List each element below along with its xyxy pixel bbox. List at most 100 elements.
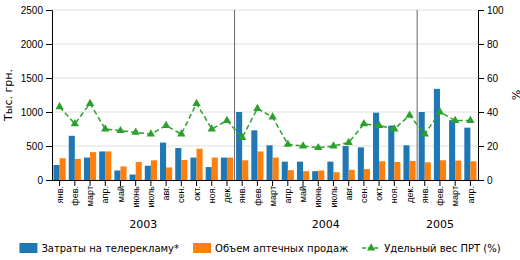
bar: [303, 171, 309, 180]
tick: фев.: [435, 180, 445, 206]
tick: 80: [478, 39, 499, 50]
plot-area: [54, 10, 477, 180]
tick: 500: [26, 141, 52, 152]
legend-label: Объем аптечных продаж: [215, 243, 348, 254]
tick-label: окт.: [192, 186, 202, 201]
x-axis: янв.фев.мартапр.майиюньиюльавг.сен.окт.н…: [53, 180, 479, 208]
grid-line: [52, 146, 478, 147]
marker: [451, 116, 459, 123]
marker: [284, 139, 292, 146]
tick: 20: [478, 141, 499, 152]
tick: ноя.: [389, 180, 399, 203]
annotation: 2004: [312, 218, 340, 231]
grid-line: [52, 112, 478, 113]
bar: [470, 161, 476, 180]
grid: [52, 10, 478, 180]
tick-mark: [478, 146, 484, 147]
marker: [71, 119, 79, 126]
bar: [312, 171, 318, 180]
tick: 100: [478, 5, 504, 16]
tick: 1500: [21, 73, 52, 84]
bar: [288, 170, 294, 180]
tick-mark: [272, 180, 273, 186]
bar: [333, 172, 339, 180]
marker: [421, 129, 429, 136]
tick-mark: [257, 180, 258, 186]
tick-label: фев.: [70, 186, 80, 206]
bar: [282, 162, 288, 180]
bar: [212, 158, 218, 180]
tick-mark: [478, 10, 484, 11]
tick-mark: [105, 180, 106, 186]
bar: [318, 170, 324, 180]
marker: [101, 124, 109, 131]
bar: [206, 167, 212, 180]
tick-mark: [478, 78, 484, 79]
y2-axis: 020406080100: [478, 5, 504, 186]
tick: дек.: [405, 180, 415, 203]
bar: [403, 145, 409, 180]
tick-label: 0: [487, 175, 493, 186]
tick: 0: [478, 175, 493, 186]
bar: [419, 112, 425, 180]
tick-mark: [46, 112, 52, 113]
tick: авг.: [344, 180, 354, 200]
tick: апр.: [466, 180, 476, 203]
tick: март: [268, 180, 278, 206]
legend: Затраты на телерекламу* Объем аптечных пр…: [19, 243, 500, 254]
tick: июнь: [313, 180, 323, 207]
tick-label: июнь: [131, 186, 141, 208]
y-axis: 05001000150020002500: [21, 5, 53, 186]
marker: [116, 126, 124, 133]
tick: апр.: [283, 180, 293, 203]
tick-label: авг.: [344, 186, 354, 200]
tick-label: март: [85, 186, 95, 206]
legend-marker: [367, 243, 375, 250]
bar: [221, 158, 227, 180]
marker: [177, 129, 185, 136]
bar-series: [60, 149, 477, 180]
marker: [405, 111, 413, 118]
marker: [238, 133, 246, 140]
tick-label: сен.: [176, 186, 186, 203]
tick: окт.: [374, 180, 384, 201]
bar: [273, 158, 279, 180]
tick-mark: [379, 180, 380, 186]
tick: 0: [37, 175, 52, 186]
legend-label: Затраты на телерекламу*: [41, 243, 179, 254]
tick-mark: [46, 146, 52, 147]
legend-swatch: [19, 243, 37, 253]
bar: [242, 160, 248, 180]
bar: [175, 148, 181, 180]
bar: [145, 166, 151, 180]
chart: янв.фев.мартапр.майиюньиюльавг.сен.окт.н…: [0, 0, 520, 260]
tick-mark: [166, 180, 167, 186]
tick: ноя.: [207, 180, 217, 203]
marker: [55, 102, 63, 109]
divider: [234, 10, 235, 180]
tick: апр.: [100, 180, 110, 203]
bar: [54, 165, 60, 180]
tick: 2000: [21, 39, 52, 50]
tick: май: [116, 180, 126, 202]
bar: [388, 126, 394, 180]
tick-label: 2500: [21, 5, 44, 16]
tick-label: 1500: [21, 73, 44, 84]
tick-mark: [211, 180, 212, 186]
tick-label: янв.: [420, 186, 430, 203]
bar: [343, 146, 349, 180]
axis-line: [53, 180, 479, 181]
tick-mark: [478, 180, 484, 181]
bar: [455, 161, 461, 180]
tick-mark: [196, 180, 197, 186]
tick-label: 2000: [21, 39, 44, 50]
bar: [297, 162, 303, 180]
bar: [251, 130, 257, 180]
bar: [267, 145, 273, 180]
marker: [436, 107, 444, 114]
bar: [236, 112, 242, 180]
tick-label: апр.: [466, 186, 476, 203]
bar: [464, 128, 470, 180]
tick-mark: [439, 180, 440, 186]
tick-label: июль: [146, 186, 156, 208]
